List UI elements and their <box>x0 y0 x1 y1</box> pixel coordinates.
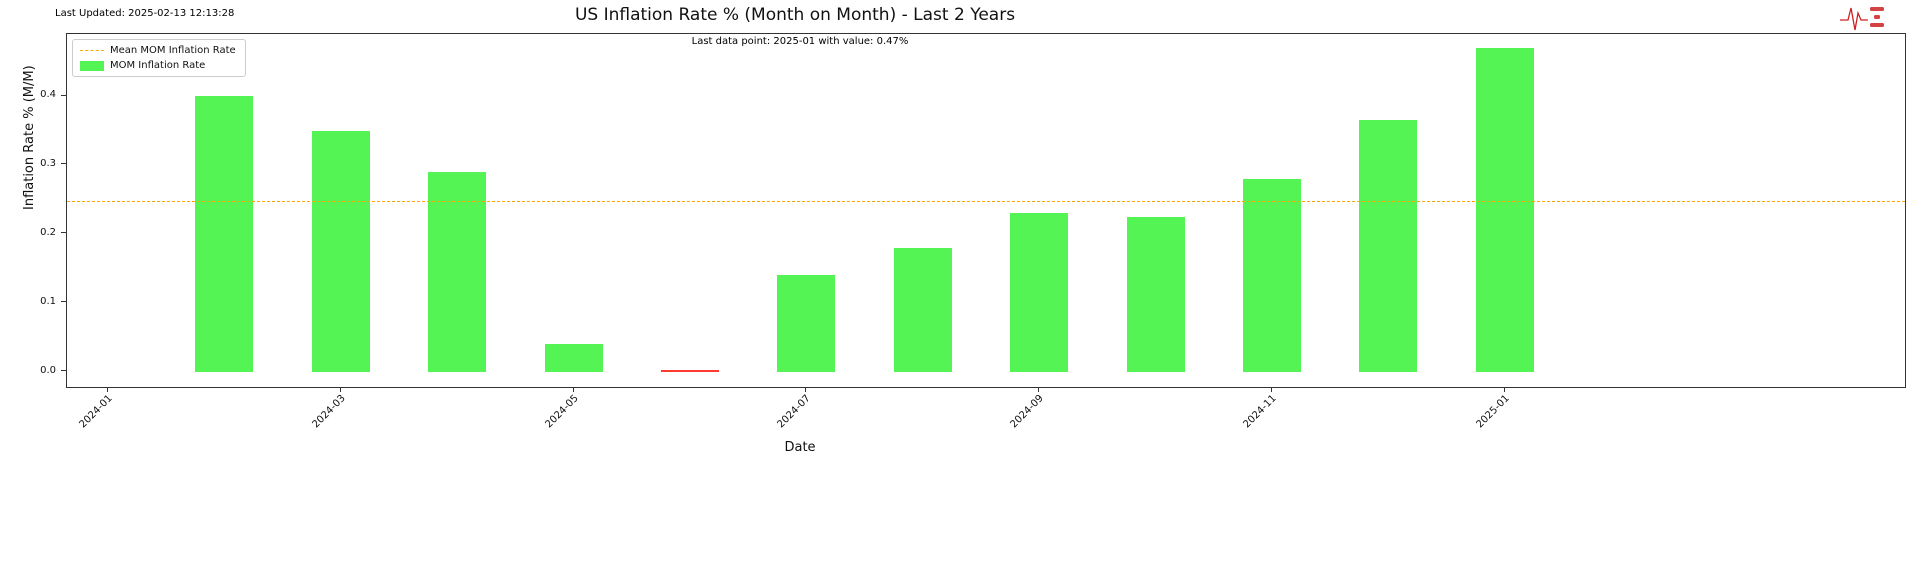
plot-area <box>66 33 1906 388</box>
bar-2024-09 <box>1010 213 1069 372</box>
legend-label-mean: Mean MOM Inflation Rate <box>110 45 236 56</box>
bar-2025-01 <box>1475 47 1534 372</box>
mean-line <box>67 201 1905 203</box>
x-tick-mark <box>572 388 574 392</box>
bar-2024-04 <box>428 171 487 372</box>
y-tick-mark <box>61 370 66 372</box>
series-swatch-icon <box>80 60 104 71</box>
y-tick-label: 0.2 <box>40 226 56 238</box>
bar-2024-11 <box>1242 178 1301 372</box>
legend: Mean MOM Inflation Rate MOM Inflation Ra… <box>72 39 246 77</box>
heartbeat-logo-icon <box>1840 7 1884 31</box>
bar-2024-10 <box>1126 216 1185 372</box>
bar-2024-06 <box>660 369 719 372</box>
bar-2024-08 <box>893 247 952 372</box>
annotation-text: Last data point: 2025-01 with value: 0.4… <box>691 36 909 47</box>
x-tick-label: 2024-03 <box>310 393 348 431</box>
y-tick-mark <box>61 232 66 234</box>
x-tick-mark <box>1503 388 1505 392</box>
legend-label-series: MOM Inflation Rate <box>110 60 206 71</box>
y-axis-label: Inflation Rate % (M/M) <box>22 65 37 210</box>
y-tick-mark <box>61 163 66 165</box>
y-tick-mark <box>61 301 66 303</box>
x-tick-label: 2024-09 <box>1008 393 1046 431</box>
x-tick-mark <box>1270 388 1272 392</box>
chart-title: US Inflation Rate % (Month on Month) - L… <box>574 5 1016 25</box>
x-tick-label: 2025-01 <box>1474 393 1512 431</box>
bar-2024-12 <box>1359 120 1418 372</box>
mean-line-swatch-icon <box>80 50 104 51</box>
last-updated-text: Last Updated: 2025-02-13 12:13:28 <box>55 8 235 19</box>
x-tick-label: 2024-11 <box>1241 393 1279 431</box>
y-tick-label: 0.4 <box>40 89 56 101</box>
x-tick-mark <box>1038 388 1040 392</box>
x-tick-label: 2024-05 <box>542 393 581 431</box>
y-tick-mark <box>61 94 66 96</box>
x-axis-label: Date <box>784 440 816 455</box>
legend-item-series: MOM Inflation Rate <box>80 60 236 71</box>
y-axis-label-container: Inflation Rate % (M/M) <box>14 65 37 300</box>
y-tick-label: 0.3 <box>40 157 56 169</box>
x-tick-label: 2024-01 <box>77 393 115 431</box>
x-tick-mark <box>339 388 341 392</box>
bar-2024-07 <box>777 275 836 372</box>
x-tick-mark <box>805 388 807 392</box>
x-tick-mark <box>106 388 108 392</box>
legend-item-mean: Mean MOM Inflation Rate <box>80 45 236 56</box>
bar-2024-05 <box>544 344 603 372</box>
bar-2024-02 <box>195 96 254 372</box>
y-tick-label: 0.1 <box>40 295 56 307</box>
y-tick-label: 0.0 <box>40 364 56 376</box>
bar-2024-03 <box>311 130 370 372</box>
